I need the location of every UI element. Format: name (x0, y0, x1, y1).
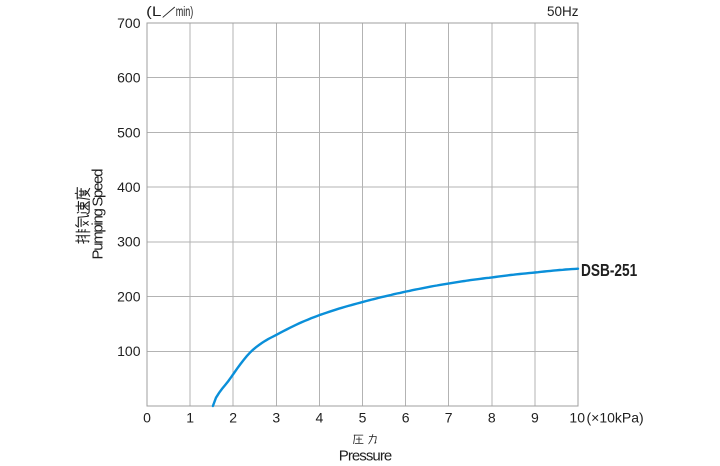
svg-text:100: 100 (117, 343, 141, 359)
svg-text:4: 4 (316, 409, 324, 425)
svg-text:(×10kPa): (×10kPa) (587, 409, 644, 425)
svg-text:8: 8 (488, 409, 496, 425)
svg-text:200: 200 (117, 288, 141, 304)
svg-text:10: 10 (569, 409, 585, 425)
svg-text:7: 7 (445, 409, 453, 425)
svg-text:500: 500 (117, 124, 141, 140)
svg-text:min): min) (176, 4, 194, 19)
svg-text:1: 1 (186, 409, 194, 425)
svg-text:3: 3 (272, 409, 280, 425)
svg-text:400: 400 (117, 179, 141, 195)
svg-text:9: 9 (531, 409, 539, 425)
svg-text:(L: (L (146, 4, 162, 19)
svg-text:Pressure: Pressure (339, 447, 393, 464)
svg-text:600: 600 (117, 70, 141, 86)
svg-text:5: 5 (359, 409, 367, 425)
svg-text:50Hz: 50Hz (547, 4, 579, 19)
svg-text:Pumping Speed: Pumping Speed (90, 169, 107, 260)
svg-text:6: 6 (402, 409, 410, 425)
svg-text:2: 2 (229, 409, 237, 425)
svg-text:700: 700 (117, 15, 141, 31)
svg-text:DSB-251: DSB-251 (581, 261, 637, 280)
svg-text:300: 300 (117, 234, 141, 250)
svg-text:0: 0 (143, 409, 151, 425)
